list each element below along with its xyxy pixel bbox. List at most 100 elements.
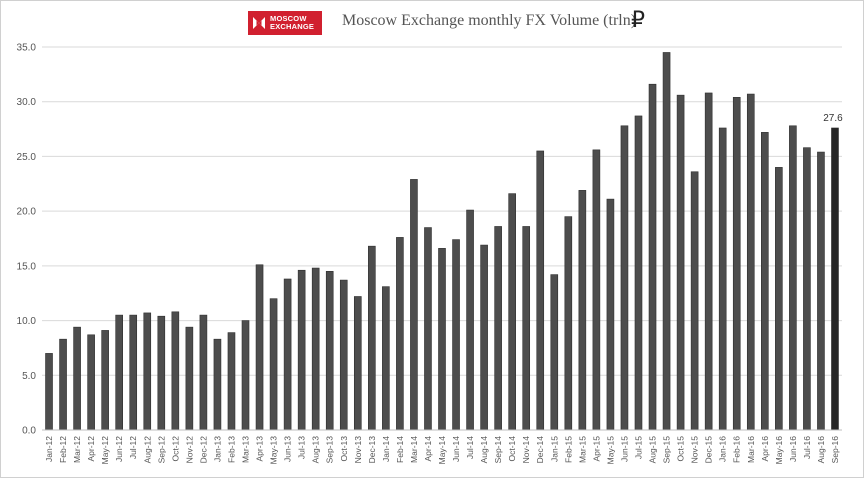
- bar: [564, 216, 573, 431]
- x-tick-label: Jan-13: [212, 436, 222, 462]
- x-tick-label: Aug-13: [311, 436, 321, 464]
- bar: [466, 209, 474, 431]
- x-tick-label: Jul-12: [128, 436, 138, 459]
- bar: [297, 269, 306, 431]
- bar: [620, 125, 629, 431]
- logo-text-line2: EXCHANGE: [270, 22, 315, 31]
- bar: [732, 97, 741, 431]
- x-tick-label: Apr-14: [423, 436, 433, 462]
- x-tick-label: Apr-16: [760, 436, 770, 462]
- bar: [157, 315, 166, 431]
- bar: [452, 239, 460, 431]
- bar: [831, 127, 839, 431]
- bar: [592, 149, 601, 431]
- bar: [606, 198, 615, 431]
- x-tick-label: Jul-15: [633, 436, 643, 459]
- x-tick-label: Sep-12: [156, 436, 166, 464]
- x-tick-label: Jan-16: [718, 436, 728, 462]
- bar: [704, 92, 713, 431]
- x-tick-label: Jan-12: [44, 436, 54, 462]
- bar: [199, 314, 208, 431]
- x-tick-label: Aug-15: [648, 436, 658, 464]
- x-tick-label: Oct-12: [170, 436, 180, 462]
- ruble-symbol: ₽: [631, 8, 645, 33]
- bar: [283, 278, 292, 431]
- x-tick-label: Apr-13: [255, 436, 265, 462]
- x-tick-label: Jul-16: [802, 436, 812, 459]
- x-tick-label: Jun-16: [788, 436, 798, 462]
- bar: [761, 132, 769, 431]
- x-tick-label: Feb-16: [732, 436, 742, 463]
- x-tick-label: Dec-14: [535, 436, 545, 464]
- bar: [718, 127, 727, 431]
- x-tick-label: Sep-15: [662, 436, 672, 464]
- x-tick-label: Aug-14: [479, 436, 489, 464]
- bar: [213, 338, 222, 431]
- x-tick-label: Feb-13: [226, 436, 236, 463]
- bar: [382, 286, 390, 431]
- bar: [101, 330, 109, 431]
- chart-title: Moscow Exchange monthly FX Volume (trln): [342, 12, 637, 29]
- bar: [424, 227, 432, 431]
- x-tick-label: Mar-15: [577, 436, 587, 463]
- bar: [325, 271, 334, 431]
- x-tick-label: Dec-15: [704, 436, 714, 464]
- bar: [171, 311, 180, 431]
- bar: [536, 150, 545, 431]
- x-tick-label: May-15: [605, 436, 615, 465]
- bar: [59, 338, 67, 431]
- x-tick-label: May-14: [437, 436, 447, 465]
- bar: [368, 245, 376, 431]
- x-tick-label: Nov-15: [690, 436, 700, 464]
- logo-text-line1: MOSCOW: [270, 14, 307, 23]
- bar: [508, 193, 516, 431]
- x-tick-label: Sep-14: [493, 436, 503, 464]
- x-tick-label: May-12: [100, 436, 110, 465]
- bar: [353, 296, 362, 431]
- x-tick-label: Oct-14: [507, 436, 517, 462]
- y-tick-label: 35.0: [17, 43, 37, 54]
- y-tick-label: 0.0: [22, 426, 36, 437]
- x-tick-label: Aug-12: [142, 436, 152, 464]
- x-tick-label: Oct-13: [339, 436, 349, 462]
- bar: [746, 93, 755, 431]
- bar: [817, 151, 825, 431]
- y-tick-label: 5.0: [22, 371, 36, 382]
- x-tick-label: Jan-14: [381, 436, 391, 462]
- x-tick-label: Jan-15: [549, 436, 559, 462]
- y-tick-label: 20.0: [17, 207, 37, 218]
- logo-mark-icon: [248, 11, 270, 35]
- bar: [438, 248, 446, 431]
- x-tick-label: May-16: [774, 436, 784, 465]
- bar: [803, 147, 811, 431]
- x-tick-label: Dec-13: [367, 436, 377, 464]
- bar: [311, 267, 320, 431]
- x-tick-label: Nov-13: [353, 436, 363, 464]
- x-tick-label: Mar-14: [409, 436, 419, 463]
- bar: [87, 334, 95, 431]
- x-tick-label: Mar-13: [241, 436, 251, 463]
- x-tick-label: Jun-13: [283, 436, 293, 462]
- x-tick-label: Sep-16: [830, 436, 840, 464]
- bar: [789, 125, 797, 431]
- bar: [227, 332, 236, 431]
- bar: [550, 274, 559, 431]
- x-tick-label: Dec-12: [198, 436, 208, 464]
- x-tick-label: Feb-12: [58, 436, 68, 463]
- bar: [269, 298, 278, 431]
- x-tick-label: Sep-13: [325, 436, 335, 464]
- bar: [143, 312, 152, 431]
- bar: [396, 237, 404, 431]
- bar: [676, 94, 685, 431]
- x-tick-label: Apr-15: [591, 436, 601, 462]
- bar: [255, 264, 264, 431]
- moscow-exchange-logo: MOSCOW EXCHANGE: [248, 11, 322, 35]
- y-tick-label: 25.0: [17, 152, 37, 163]
- bar: [522, 226, 531, 431]
- bar: [241, 320, 250, 431]
- data-label: 27.6: [823, 113, 843, 124]
- bar: [115, 314, 123, 431]
- x-tick-label: Mar-12: [72, 436, 82, 463]
- y-tick-label: 30.0: [17, 97, 37, 108]
